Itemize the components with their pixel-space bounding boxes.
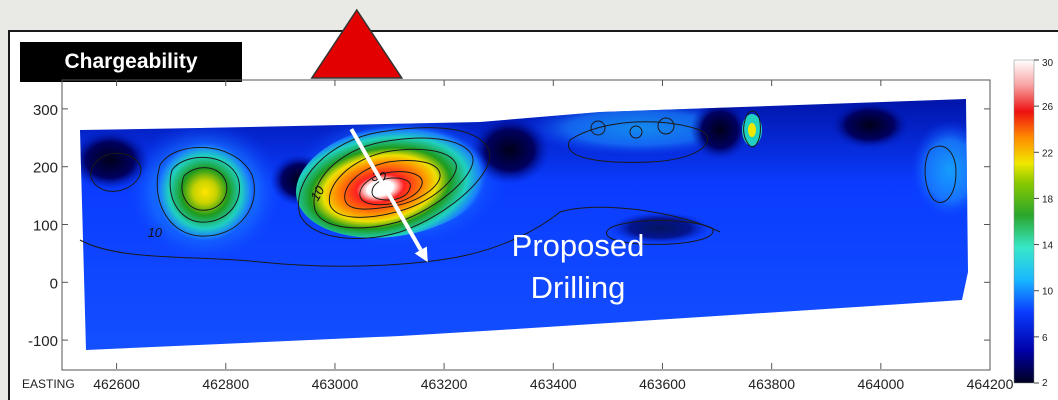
y-tick-label: 0 bbox=[50, 275, 58, 292]
x-tick-label: 464200 bbox=[967, 376, 1014, 392]
annotation-line-2: Drilling bbox=[531, 270, 626, 305]
x-axis-title: EASTING bbox=[22, 377, 75, 391]
x-tick-label: 463600 bbox=[639, 376, 686, 392]
colorbar-tick-label: 30 bbox=[1042, 58, 1054, 69]
panel-title: Chargeability bbox=[20, 42, 242, 82]
colorbar-tick-label: 18 bbox=[1042, 194, 1054, 205]
colorbar-tick-label: 26 bbox=[1042, 102, 1054, 113]
y-tick-label: -100 bbox=[28, 333, 58, 350]
colorbar-tick-label: 10 bbox=[1042, 287, 1054, 298]
x-tick-label: 464000 bbox=[857, 376, 904, 392]
x-tick-label: 463200 bbox=[421, 376, 468, 392]
y-axis: 300 200 100 0 -100 bbox=[28, 102, 990, 350]
drill-collar-marker bbox=[310, 8, 404, 79]
y-tick-label: 100 bbox=[33, 218, 58, 235]
colorbar bbox=[1013, 59, 1035, 384]
x-tick-label: 462800 bbox=[202, 376, 249, 392]
x-tick-label: 462600 bbox=[93, 376, 140, 392]
chargeability-field bbox=[80, 99, 968, 350]
x-axis: 462600 462800 463000 463200 463400 463600 4638… bbox=[93, 80, 1014, 392]
colorbar-tick-label: 2 bbox=[1042, 378, 1048, 389]
y-tick-label: 200 bbox=[33, 160, 58, 177]
colorbar-tick-label: 14 bbox=[1042, 241, 1054, 252]
colorbar-tick-label: 6 bbox=[1042, 333, 1048, 344]
annotation-line-1: Proposed bbox=[512, 228, 645, 263]
colorbar-ticks: 30 26 22 18 14 10 6 2 bbox=[1034, 58, 1054, 389]
x-tick-label: 463000 bbox=[312, 376, 359, 392]
colorbar-tick-label: 22 bbox=[1042, 148, 1054, 159]
x-tick-label: 463800 bbox=[748, 376, 795, 392]
x-tick-label: 463400 bbox=[530, 376, 577, 392]
y-tick-label: 300 bbox=[33, 102, 58, 119]
contour-label: 10 bbox=[148, 225, 163, 240]
proposed-drill-arrow bbox=[349, 128, 428, 263]
contour-lines bbox=[79, 110, 957, 267]
